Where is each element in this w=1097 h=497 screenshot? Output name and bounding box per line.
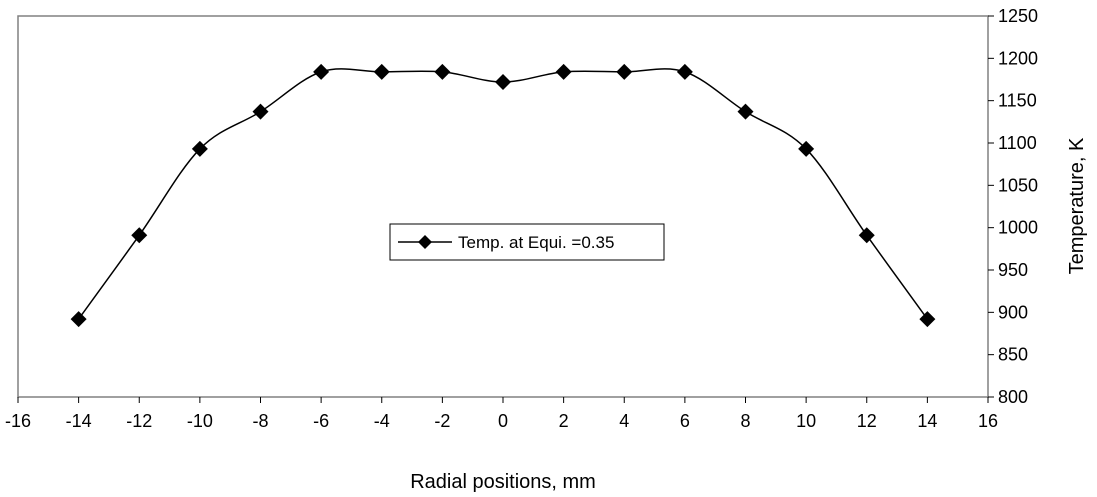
- x-axis-tick-labels: -16 -14 -12 -10 -8 -6 -4 -2 0 2 4 6 8 10 12 14 16: [5, 411, 998, 431]
- y-tick-label: 1000: [998, 218, 1038, 238]
- x-tick-label: 4: [619, 411, 629, 431]
- x-tick-label: -4: [374, 411, 390, 431]
- y-axis-tick-labels: 800 850 900 950 1000 1050 1100 1150 1200 1250: [998, 6, 1038, 407]
- y-tick-label: 1050: [998, 175, 1038, 195]
- x-tick-label: 12: [857, 411, 877, 431]
- x-tick-label: -10: [187, 411, 213, 431]
- data-point-diamond: [495, 74, 511, 91]
- plot-area: [17, 15, 989, 398]
- x-tick-label: -14: [66, 411, 92, 431]
- data-point-diamond: [555, 63, 572, 80]
- data-point-diamond: [191, 140, 208, 157]
- y-tick-label: 1150: [998, 91, 1037, 111]
- data-point-diamond: [252, 103, 269, 120]
- data-point-diamond: [373, 63, 390, 80]
- x-tick-label: 14: [917, 411, 937, 431]
- x-tick-label: -6: [313, 411, 329, 431]
- data-point-diamond: [737, 103, 754, 120]
- y-tick-label: 950: [998, 260, 1028, 280]
- y-axis-title: Temperature, K: [1066, 137, 1088, 274]
- legend: Temp. at Equi. =0.35: [389, 223, 665, 261]
- y-tick-label: 1250: [998, 6, 1038, 26]
- data-point-diamond: [313, 63, 330, 80]
- legend-diamond-marker: [418, 235, 432, 249]
- y-axis-ticks: [988, 15, 994, 398]
- data-point-diamond: [919, 311, 936, 328]
- x-tick-label: -12: [126, 411, 152, 431]
- y-tick-label: 800: [998, 387, 1028, 407]
- data-point-diamond: [131, 227, 148, 244]
- data-point-diamond: [858, 227, 875, 244]
- x-tick-label: 2: [559, 411, 569, 431]
- y-tick-label: 1100: [998, 133, 1037, 153]
- legend-label: Temp. at Equi. =0.35: [458, 233, 614, 252]
- y-tick-label: 1200: [998, 48, 1038, 68]
- x-tick-label: 8: [740, 411, 750, 431]
- x-tick-label: 6: [680, 411, 690, 431]
- x-tick-label: -16: [5, 411, 31, 431]
- x-axis-title: Radial positions, mm: [410, 471, 596, 493]
- data-point-diamond: [616, 63, 633, 80]
- data-point-diamond: [70, 311, 87, 328]
- y-tick-label: 900: [998, 302, 1028, 322]
- x-tick-label: -8: [252, 411, 268, 431]
- x-axis-ticks: [17, 397, 989, 403]
- x-tick-label: 16: [978, 411, 998, 431]
- series-layer: [70, 63, 936, 328]
- y-tick-label: 850: [998, 345, 1028, 365]
- data-point-diamond: [798, 140, 815, 157]
- data-point-diamond: [676, 63, 693, 80]
- x-tick-label: -2: [434, 411, 450, 431]
- x-tick-label: 10: [796, 411, 816, 431]
- x-tick-label: 0: [498, 411, 508, 431]
- data-point-diamond: [434, 63, 451, 80]
